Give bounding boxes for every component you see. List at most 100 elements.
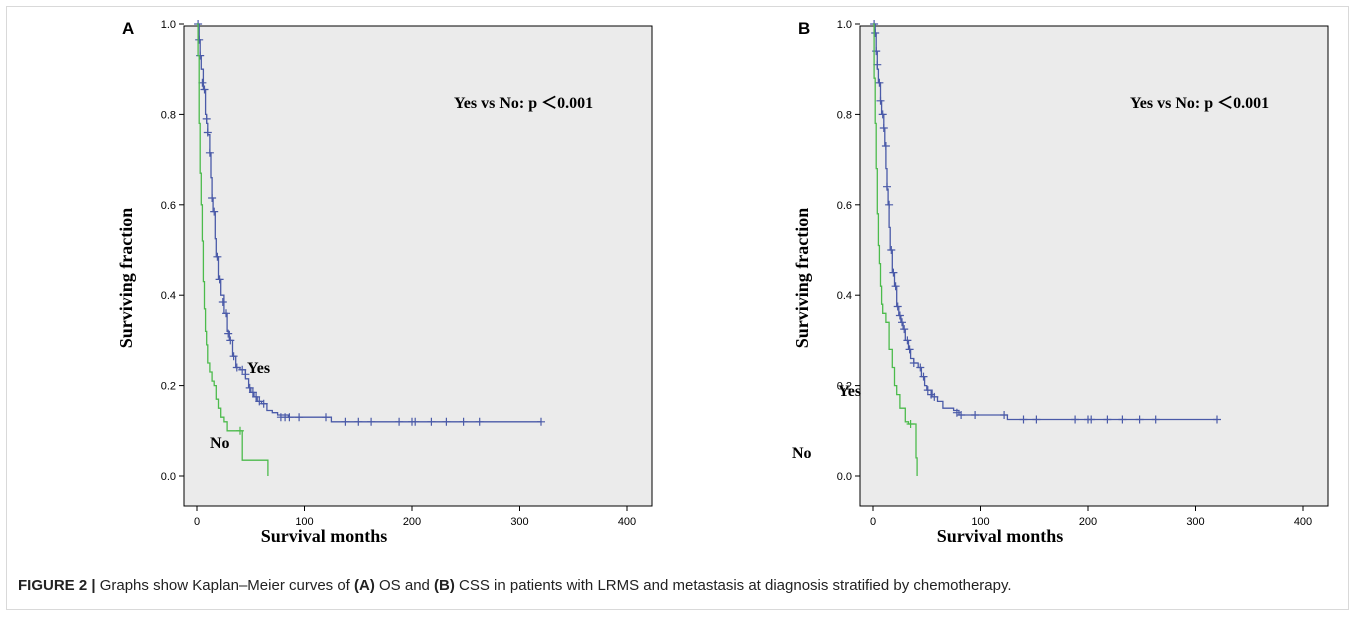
x-axis-title: Survival months: [937, 526, 1064, 546]
censor-mark-yes: [905, 345, 914, 354]
censor-mark-yes: [879, 124, 888, 132]
censor-mark-yes: [1103, 415, 1112, 424]
censor-mark-yes: [1118, 415, 1127, 424]
y-tick-label: 0.4: [837, 290, 852, 302]
censor-mark-yes: [895, 311, 904, 320]
series-label-yes: Yes: [838, 383, 861, 400]
censor-mark-yes: [224, 329, 233, 338]
censor-mark-yes: [245, 383, 254, 392]
censor-mark-yes: [215, 275, 224, 284]
y-tick-label: 0.0: [161, 471, 176, 483]
censor-mark-yes: [459, 417, 468, 426]
censor-mark-yes: [900, 325, 909, 334]
x-tick-label: 200: [1079, 516, 1097, 528]
series-label-yes: Yes: [247, 360, 270, 377]
figure-frame: [6, 6, 1349, 610]
censor-mark-yes: [952, 408, 961, 417]
y-axis-title: Surviving fraction: [792, 208, 812, 349]
x-axis-title: Survival months: [261, 526, 388, 546]
censor-mark-yes: [226, 336, 235, 345]
y-tick-label: 0.6: [161, 200, 176, 212]
censor-mark-yes: [354, 417, 363, 426]
censor-mark-yes: [200, 85, 209, 94]
series-line-no: [197, 23, 269, 476]
censor-mark-yes: [1151, 415, 1160, 424]
censor-mark-no: [906, 420, 915, 428]
censor-mark-no: [236, 426, 244, 435]
censor-mark-yes: [255, 397, 264, 406]
censor-mark-yes: [285, 413, 294, 422]
censor-mark-yes: [213, 252, 222, 261]
censor-mark-yes: [367, 417, 376, 426]
censor-mark-yes: [322, 413, 330, 422]
series-line-no: [873, 23, 918, 476]
y-tick-label: 0.0: [837, 471, 852, 483]
x-tick-label: 100: [295, 516, 313, 528]
censor-mark-yes: [1071, 415, 1080, 424]
y-tick-label: 0.6: [837, 200, 852, 212]
censor-mark-yes: [876, 96, 885, 105]
censor-mark-yes: [883, 182, 891, 191]
caption-ref-a: (A): [354, 577, 375, 594]
censor-mark-yes: [878, 110, 887, 119]
censor-mark-yes: [957, 411, 966, 419]
censor-mark-yes: [1087, 415, 1096, 424]
censor-mark-yes: [232, 363, 241, 372]
series-label-no: No: [210, 435, 230, 452]
censor-mark-yes: [205, 148, 214, 157]
censor-mark-yes: [916, 363, 925, 372]
censor-mark-yes: [395, 417, 404, 426]
censor-mark-yes: [241, 370, 250, 379]
censor-mark-yes: [475, 417, 484, 426]
censor-mark-yes: [442, 417, 451, 426]
x-tick-label: 100: [971, 516, 989, 528]
figure-caption: FIGURE 2 | Graphs show Kaplan–Meier curv…: [18, 577, 1338, 594]
caption-text-2: OS and: [374, 577, 435, 594]
censor-mark-yes: [222, 309, 230, 318]
censor-mark-yes: [195, 35, 204, 44]
censor-mark-yes: [885, 200, 894, 209]
caption-text-3: CSS in patients with LRMS and metastasis…: [454, 577, 1012, 594]
censor-mark-yes: [238, 365, 247, 374]
censor-mark-yes: [295, 413, 304, 422]
y-tick-label: 0.8: [161, 109, 176, 121]
censor-mark-yes: [930, 392, 939, 401]
censor-mark-yes: [909, 359, 918, 367]
x-tick-label: 200: [403, 516, 421, 528]
chart-panel-a: A 0.0 0.2 0.4 0.6 0.8 1.0 0 100 200 300 400 Survival…: [14, 18, 679, 563]
censor-mark-yes: [871, 29, 880, 37]
censor-mark-yes: [887, 246, 896, 254]
x-tick-label: 0: [870, 516, 876, 528]
censor-mark-yes: [875, 78, 884, 87]
x-tick-label: 0: [194, 516, 200, 528]
plot-area: [859, 25, 1329, 507]
y-tick-label: 1.0: [837, 19, 852, 31]
chart-panel-b: B 0.0 0.2 0.4 0.6 0.8 1.0 0 100 200 300 400 Survival…: [690, 18, 1355, 563]
censor-mark-yes: [1019, 415, 1028, 424]
censor-mark-yes: [208, 194, 217, 202]
censor-mark-yes: [210, 207, 219, 216]
panel-letter-b: B: [798, 19, 810, 38]
censor-mark-yes: [202, 114, 211, 123]
km-chart-svg-a: A 0.0 0.2 0.4 0.6 0.8 1.0 0 100 200 300 400 Survival…: [116, 19, 653, 546]
censor-mark-yes: [1032, 415, 1041, 424]
x-tick-label: 400: [618, 516, 636, 528]
censor-mark-yes: [203, 128, 212, 137]
p-value-annotation: Yes vs No: p ＜0.001: [1130, 95, 1269, 112]
y-tick-label: 0.2: [837, 381, 852, 393]
y-tick-label: 0.8: [837, 109, 852, 121]
censor-mark-yes: [898, 318, 906, 327]
censor-mark-yes: [427, 417, 436, 426]
plot-area: [183, 25, 653, 507]
km-chart-svg-b: B 0.0 0.2 0.4 0.6 0.8 1.0 0 100 200 300 400 Survival…: [792, 19, 1329, 546]
y-tick-label: 1.0: [161, 19, 176, 31]
panel-letter-a: A: [122, 19, 134, 38]
censor-mark-yes: [411, 417, 420, 426]
censor-mark-yes: [229, 352, 238, 361]
censor-mark-yes: [341, 417, 350, 426]
censor-mark-yes: [537, 417, 545, 426]
caption-text-1: Graphs show Kaplan–Meier curves of: [95, 577, 355, 594]
censor-mark-yes: [218, 298, 227, 306]
censor-mark-yes: [1135, 415, 1144, 424]
censor-mark-yes: [903, 336, 912, 345]
